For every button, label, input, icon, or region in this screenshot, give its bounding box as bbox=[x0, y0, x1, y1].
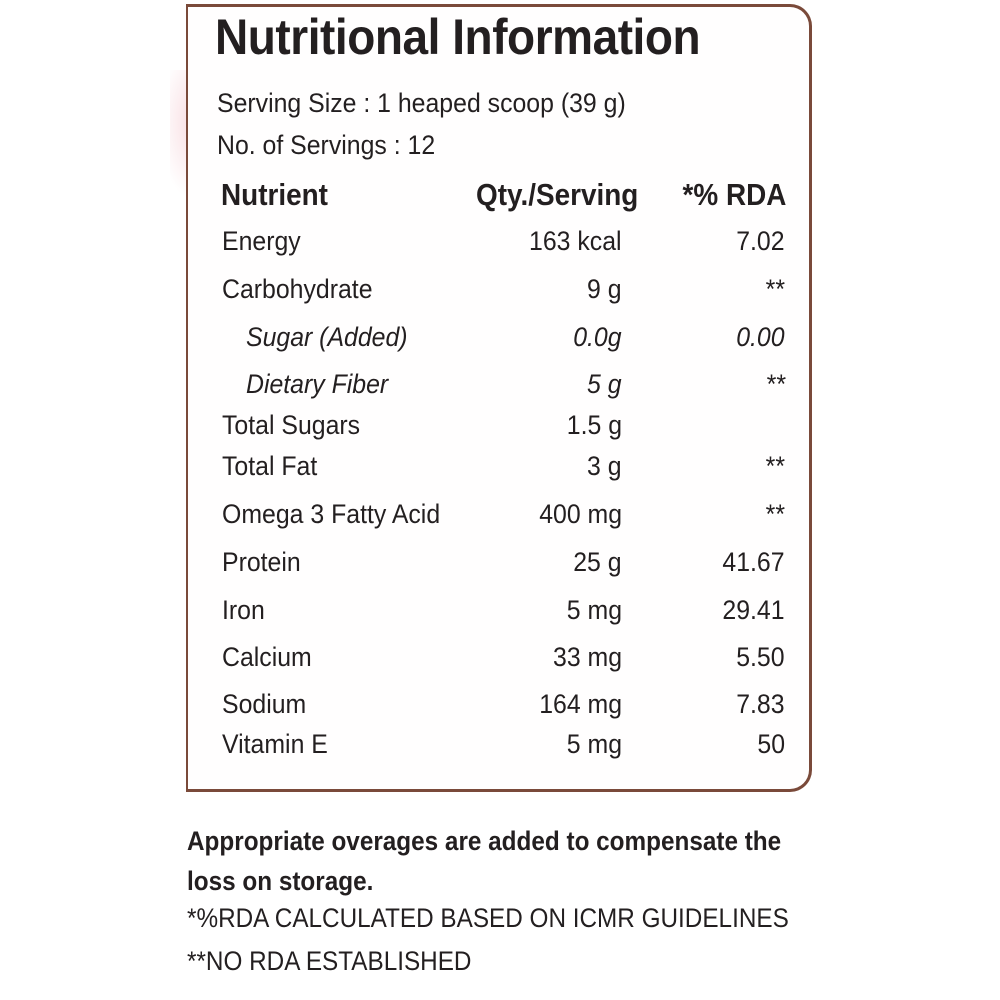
nutrient-qty: 3 g bbox=[587, 451, 622, 481]
table-row: Total Fat 3 g ** bbox=[0, 451, 1000, 491]
nutrient-qty: 5 mg bbox=[566, 595, 622, 625]
table-row: Carbohydrate 9 g ** bbox=[0, 274, 1000, 314]
nutrient-rda: 7.83 bbox=[736, 689, 785, 719]
nutrient-qty: 164 mg bbox=[539, 689, 622, 719]
nutrient-rda: 7.02 bbox=[736, 226, 785, 256]
nutrient-rda: ** bbox=[765, 451, 785, 481]
nutrient-qty: 25 g bbox=[573, 547, 622, 577]
nutrient-qty: 0.0g bbox=[573, 322, 622, 352]
nutrient-name: Carbohydrate bbox=[222, 274, 373, 304]
nutrient-qty: 9 g bbox=[587, 274, 622, 304]
table-row: Total Sugars 1.5 g bbox=[0, 410, 1000, 450]
nutrient-name: Dietary Fiber bbox=[246, 369, 389, 399]
number-of-servings: No. of Servings : 12 bbox=[217, 130, 436, 160]
serving-size: Serving Size : 1 heaped scoop (39 g) bbox=[217, 88, 626, 118]
nutrient-rda: 50 bbox=[757, 729, 785, 759]
table-row: Iron 5 mg 29.41 bbox=[0, 595, 1000, 635]
nutrient-qty: 5 mg bbox=[566, 729, 622, 759]
table-row: Omega 3 Fatty Acid 400 mg ** bbox=[0, 499, 1000, 539]
nutrient-qty: 5 g bbox=[587, 369, 622, 399]
nutrient-rda: ** bbox=[765, 369, 785, 399]
table-row: Sodium 164 mg 7.83 bbox=[0, 689, 1000, 729]
nutrient-name: Total Fat bbox=[222, 451, 318, 481]
table-row: Protein 25 g 41.67 bbox=[0, 547, 1000, 587]
nutrient-name: Omega 3 Fatty Acid bbox=[222, 499, 441, 529]
nutrient-name: Sodium bbox=[222, 689, 307, 719]
table-row: Dietary Fiber 5 g ** bbox=[0, 369, 1000, 409]
nutrient-qty: 1.5 g bbox=[566, 410, 622, 440]
table-row: Energy 163 kcal 7.02 bbox=[0, 226, 1000, 266]
nutrient-rda: ** bbox=[765, 274, 785, 304]
table-row: Calcium 33 mg 5.50 bbox=[0, 642, 1000, 682]
nutrient-rda: 5.50 bbox=[736, 642, 785, 672]
nutrient-rda: 29.41 bbox=[722, 595, 785, 625]
nutrient-rda: 0.00 bbox=[736, 322, 785, 352]
nutrient-qty: 400 mg bbox=[539, 499, 622, 529]
nutrient-qty: 163 kcal bbox=[529, 226, 622, 256]
table-row: Vitamin E 5 mg 50 bbox=[0, 729, 1000, 769]
nutrient-name: Sugar (Added) bbox=[246, 322, 408, 352]
nutrient-rda: 41.67 bbox=[722, 547, 785, 577]
nutrient-name: Iron bbox=[222, 595, 265, 625]
header-nutrient: Nutrient bbox=[221, 177, 328, 212]
overages-note-line1: Appropriate overages are added to compen… bbox=[187, 826, 782, 856]
header-qty-serving: Qty./Serving bbox=[475, 177, 638, 212]
rda-basis-note: *%RDA CALCULATED BASED ON ICMR GUIDELINE… bbox=[187, 903, 789, 933]
nutrient-qty: 33 mg bbox=[552, 642, 622, 672]
nutrient-rda: ** bbox=[765, 499, 785, 529]
nutrition-label-box bbox=[186, 4, 812, 792]
no-rda-note: **NO RDA ESTABLISHED bbox=[187, 946, 472, 976]
nutrient-name: Calcium bbox=[222, 642, 312, 672]
label-title: Nutritional Information bbox=[215, 9, 701, 65]
nutrient-name: Protein bbox=[222, 547, 301, 577]
nutrient-name: Total Sugars bbox=[222, 410, 361, 440]
table-row: Sugar (Added) 0.0g 0.00 bbox=[0, 322, 1000, 362]
nutrient-name: Energy bbox=[222, 226, 301, 256]
overages-note-line2: loss on storage. bbox=[187, 866, 374, 896]
header-rda: *% RDA bbox=[682, 177, 786, 212]
nutrient-name: Vitamin E bbox=[222, 729, 328, 759]
